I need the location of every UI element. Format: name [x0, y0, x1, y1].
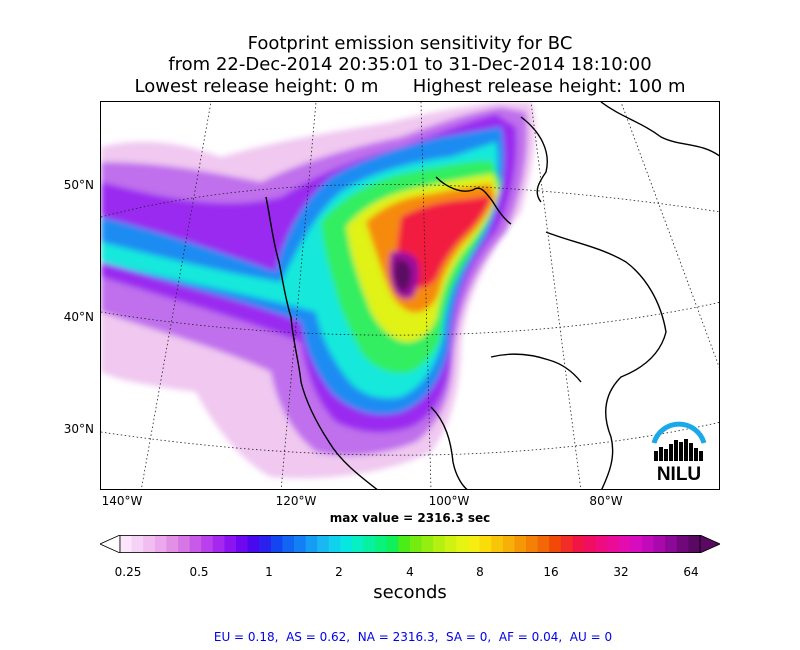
colorbar-segment [282, 535, 295, 553]
colorbar-segment [224, 535, 237, 553]
map-canvas [101, 102, 719, 489]
colorbar-segment [386, 535, 399, 553]
colorbar-segment [398, 535, 411, 553]
colorbar-segment [236, 535, 249, 553]
colorbar-segment [514, 535, 527, 553]
colorbar-tick: 4 [406, 565, 414, 579]
colorbar-tick: 1 [265, 565, 273, 579]
colorbar-segment [305, 535, 318, 553]
plot-title-line-2: from 22-Dec-2014 20:35:01 to 31-Dec-2014… [168, 54, 652, 75]
colorbar-segment [537, 535, 550, 553]
colorbar-segment [352, 535, 365, 553]
lat-label-40n: 40°N [63, 310, 94, 324]
colorbar-tick: 8 [476, 565, 484, 579]
colorbar-segment [363, 535, 376, 553]
colorbar-segment [212, 535, 225, 553]
colorbar-segment [444, 535, 457, 553]
colorbar-tick: 0.5 [189, 565, 209, 579]
nilu-logo-text: NILU [657, 464, 701, 483]
lon-label-100w: 100°W [428, 494, 470, 508]
colorbar-segment [317, 535, 330, 553]
colorbar-segment [479, 535, 492, 553]
colorbar-segment [259, 535, 272, 553]
colorbar-segment [201, 535, 214, 553]
colorbar-segment [491, 535, 504, 553]
lat-label-30n: 30°N [63, 422, 94, 436]
colorbar-segment [375, 535, 388, 553]
footprint-map [100, 101, 720, 490]
lon-label-120w: 120°W [275, 494, 317, 508]
colorbar-label: seconds [373, 582, 447, 603]
colorbar-segment [178, 535, 191, 553]
colorbar-segment [247, 535, 260, 553]
nilu-logo: NILU [648, 413, 710, 485]
colorbar-segment [189, 535, 202, 553]
colorbar-segment [166, 535, 179, 553]
graticule [101, 102, 719, 489]
colorbar-segment [340, 535, 353, 553]
colorbar-segment [456, 535, 469, 553]
colorbar-segment [676, 535, 689, 553]
colorbar-segment [688, 535, 701, 553]
colorbar-segment [653, 535, 666, 553]
colorbar-segment [526, 535, 539, 553]
colorbar-min-extend [100, 535, 121, 553]
colorbar-segment [328, 535, 341, 553]
colorbar-tick: 32 [613, 565, 629, 579]
plot-title-line-1: Footprint emission sensitivity for BC [247, 33, 573, 54]
max-value-label: max value = 2316.3 sec [329, 511, 491, 525]
colorbar-segment [560, 535, 573, 553]
colorbar-segment [421, 535, 434, 553]
colorbar-tick: 0.25 [114, 565, 142, 579]
lon-label-80w: 80°W [589, 494, 623, 508]
colorbar-tick: 64 [683, 565, 699, 579]
plot-title-line-3: Lowest release height: 0 m Highest relea… [134, 76, 686, 97]
colorbar-segment [410, 535, 423, 553]
colorbar-segment [294, 535, 307, 553]
colorbar-segment [468, 535, 481, 553]
colorbar-segment [143, 535, 156, 553]
colorbar-tick: 16 [543, 565, 559, 579]
colorbar [100, 535, 720, 553]
sensitivity-field [101, 102, 536, 479]
colorbar-segment [665, 535, 678, 553]
colorbar-segment [154, 535, 167, 553]
lon-label-140w: 140°W [101, 494, 143, 508]
regional-values: EU = 0.18, AS = 0.62, NA = 2316.3, SA = … [213, 630, 613, 644]
colorbar-segment [630, 535, 643, 553]
colorbar-segment [607, 535, 620, 553]
colorbar-segment [572, 535, 585, 553]
colorbar-segment [502, 535, 515, 553]
coastlines [265, 102, 719, 489]
colorbar-tick: 2 [335, 565, 343, 579]
colorbar-segment [642, 535, 655, 553]
colorbar-segment [549, 535, 562, 553]
colorbar-max-extend [699, 535, 720, 553]
lat-label-50n: 50°N [63, 178, 94, 192]
colorbar-segment [595, 535, 608, 553]
colorbar-segment [270, 535, 283, 553]
colorbar-segment [618, 535, 631, 553]
colorbar-segment [120, 535, 133, 553]
colorbar-segment [584, 535, 597, 553]
colorbar-frame [119, 535, 701, 553]
colorbar-segment [131, 535, 144, 553]
colorbar-segment [433, 535, 446, 553]
